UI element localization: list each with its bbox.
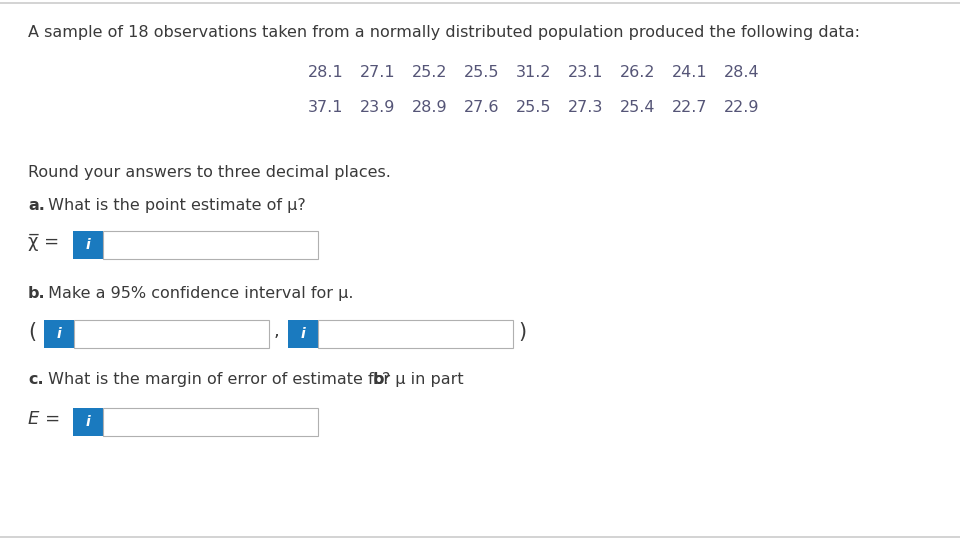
Bar: [73, 231, 103, 259]
Text: c.: c.: [28, 372, 43, 387]
Text: 25.4: 25.4: [620, 100, 656, 115]
Text: 24.1: 24.1: [672, 65, 708, 80]
Text: What is the margin of error of estimate for μ in part: What is the margin of error of estimate …: [43, 372, 468, 387]
Text: 22.7: 22.7: [672, 100, 708, 115]
Text: 27.1: 27.1: [360, 65, 396, 80]
Text: 28.9: 28.9: [412, 100, 447, 115]
Text: ): ): [518, 322, 526, 342]
Text: (: (: [28, 322, 36, 342]
Text: ?: ?: [382, 372, 391, 387]
Text: b: b: [373, 372, 385, 387]
Text: 27.6: 27.6: [464, 100, 499, 115]
Text: 28.4: 28.4: [724, 65, 759, 80]
Text: 25.5: 25.5: [516, 100, 551, 115]
Text: i: i: [85, 415, 90, 429]
Bar: [74, 320, 269, 348]
Text: χ̅ =: χ̅ =: [28, 233, 60, 251]
Text: ,: ,: [274, 322, 279, 340]
Text: 23.1: 23.1: [568, 65, 604, 80]
Bar: [103, 231, 318, 259]
Text: 27.3: 27.3: [568, 100, 604, 115]
Text: i: i: [57, 327, 61, 341]
Text: Round your answers to three decimal places.: Round your answers to three decimal plac…: [28, 165, 391, 180]
Bar: [73, 408, 103, 436]
Text: 28.1: 28.1: [308, 65, 344, 80]
Text: 23.9: 23.9: [360, 100, 396, 115]
Text: E =: E =: [28, 410, 60, 428]
Text: b.: b.: [28, 286, 46, 301]
Bar: [44, 320, 74, 348]
Text: Make a 95% confidence interval for μ.: Make a 95% confidence interval for μ.: [43, 286, 353, 301]
Text: 22.9: 22.9: [724, 100, 759, 115]
Bar: [288, 320, 318, 348]
Text: A sample of 18 observations taken from a normally distributed population produce: A sample of 18 observations taken from a…: [28, 25, 860, 40]
Bar: [318, 320, 513, 348]
Text: 31.2: 31.2: [516, 65, 551, 80]
Bar: [103, 408, 318, 436]
Text: 26.2: 26.2: [620, 65, 656, 80]
Text: 25.5: 25.5: [464, 65, 499, 80]
Text: 37.1: 37.1: [308, 100, 344, 115]
Text: a.: a.: [28, 198, 45, 213]
Text: 25.2: 25.2: [412, 65, 447, 80]
Text: What is the point estimate of μ?: What is the point estimate of μ?: [43, 198, 305, 213]
Text: i: i: [300, 327, 305, 341]
Text: i: i: [85, 238, 90, 252]
